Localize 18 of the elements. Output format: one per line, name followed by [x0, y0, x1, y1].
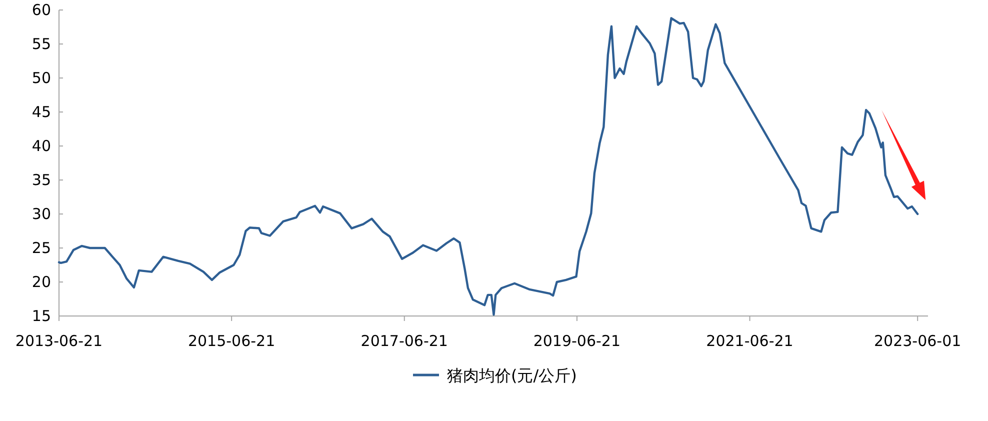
x-tick-label: 2023-06-01 — [874, 332, 962, 350]
y-tick-label: 35 — [32, 171, 51, 189]
y-tick-label: 20 — [32, 273, 51, 291]
x-tick-label: 2019-06-21 — [533, 332, 621, 350]
y-tick-label: 40 — [32, 137, 51, 155]
y-tick-label: 60 — [32, 1, 51, 19]
legend-label: 猪肉均价(元/公斤) — [447, 366, 577, 385]
x-tick-label: 2013-06-21 — [15, 332, 103, 350]
x-tick-label: 2015-06-21 — [188, 332, 276, 350]
x-tick-label: 2021-06-21 — [706, 332, 794, 350]
y-tick-label: 25 — [32, 239, 51, 257]
legend: 猪肉均价(元/公斤) — [413, 366, 577, 385]
x-tick-label: 2017-06-21 — [360, 332, 448, 350]
y-tick-label: 30 — [32, 205, 51, 223]
y-tick-label: 45 — [32, 103, 51, 121]
y-tick-label: 55 — [32, 35, 51, 53]
y-tick-label: 50 — [32, 69, 51, 87]
y-tick-label: 15 — [32, 307, 51, 325]
